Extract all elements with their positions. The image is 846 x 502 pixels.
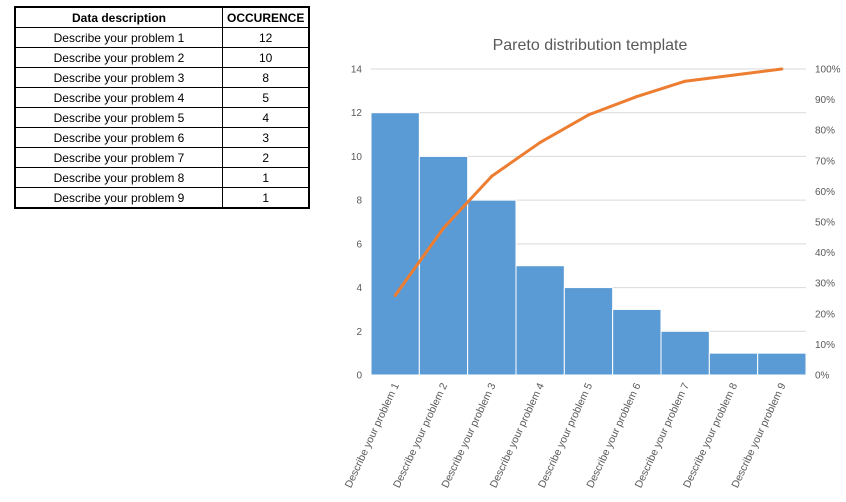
x-tick-label: Describe your problem 8 [681, 381, 740, 490]
header-occurence[interactable]: OCCURENCE [222, 6, 310, 28]
bar[interactable] [467, 199, 517, 376]
y-tick-label: 4 [356, 283, 362, 294]
y2-tick-label: 50% [815, 218, 835, 229]
line-point[interactable] [635, 95, 639, 99]
y-tick-label: 10 [351, 152, 363, 163]
x-tick-label: Describe your problem 9 [729, 381, 788, 490]
table-cell-description[interactable]: Describe your problem 6 [14, 127, 223, 148]
table-cell-description[interactable]: Describe your problem 2 [14, 47, 223, 68]
y2-tick-label: 90% [815, 95, 835, 106]
line-point[interactable] [393, 293, 397, 297]
line-point[interactable] [442, 226, 445, 230]
line-point[interactable] [683, 79, 687, 83]
header-data-description[interactable]: Data description [14, 6, 223, 28]
y-tick-label: 2 [356, 327, 362, 338]
bar[interactable] [370, 112, 420, 376]
bar[interactable] [515, 265, 565, 376]
table-cell-occurence[interactable]: 4 [222, 107, 310, 128]
table-cell-occurence[interactable]: 10 [222, 47, 310, 68]
table-cell-occurence[interactable]: 1 [222, 187, 310, 209]
x-tick-label: Describe your problem 7 [633, 381, 692, 490]
table-cell-description[interactable]: Describe your problem 8 [14, 167, 223, 188]
line-point[interactable] [780, 67, 784, 71]
table-cell-description[interactable]: Describe your problem 5 [14, 107, 223, 128]
bar[interactable] [660, 330, 710, 376]
line-point[interactable] [732, 73, 735, 77]
y-tick-label: 12 [351, 108, 363, 119]
table-cell-occurence[interactable]: 12 [222, 27, 310, 48]
y2-tick-label: 30% [815, 279, 835, 290]
bar[interactable] [708, 352, 759, 376]
bar[interactable] [612, 308, 662, 376]
table-cell-description[interactable]: Describe your problem 9 [14, 187, 223, 209]
table-header-row: Data description OCCURENCE [14, 6, 310, 28]
table-cell-occurence[interactable]: 5 [222, 87, 310, 108]
table-cell-occurence[interactable]: 1 [222, 167, 310, 188]
table-row: Describe your problem 2 10 [14, 47, 310, 68]
x-tick-label: Describe your problem 4 [488, 381, 547, 490]
y2-tick-label: 60% [815, 187, 835, 198]
y-tick-label: 6 [356, 239, 362, 250]
y2-tick-label: 100% [815, 65, 841, 76]
table-cell-description[interactable]: Describe your problem 7 [14, 147, 223, 168]
x-tick-label: Describe your problem 6 [584, 381, 643, 490]
pareto-chart[interactable]: Pareto distribution template 0 2 4 6 8 10 12 14… [314, 26, 846, 498]
y-tick-label: 8 [356, 196, 362, 207]
table-cell-occurence[interactable]: 3 [222, 127, 310, 148]
x-tick-label: Describe your problem 3 [439, 381, 498, 490]
table-cell-occurence[interactable]: 2 [222, 147, 310, 168]
y2-tick-label: 80% [815, 126, 835, 137]
line-point[interactable] [490, 174, 494, 178]
bar[interactable] [563, 287, 614, 376]
y2-tick-label: 70% [815, 156, 835, 167]
table-row: Describe your problem 1 12 [14, 27, 310, 48]
table-cell-description[interactable]: Describe your problem 1 [14, 27, 223, 48]
table-cell-description[interactable]: Describe your problem 3 [14, 67, 223, 88]
y2-tick-label: 10% [815, 340, 835, 351]
y2-tick-label: 40% [815, 248, 835, 259]
bar[interactable] [418, 155, 469, 376]
x-tick-label: Describe your problem 5 [536, 381, 595, 490]
line-point[interactable] [538, 140, 542, 144]
data-table: Data description OCCURENCE Describe your… [14, 6, 311, 209]
chart-title: Pareto distribution template [493, 37, 688, 54]
y2-tick-label: 0% [815, 371, 830, 382]
table-cell-occurence[interactable]: 8 [222, 67, 310, 88]
y-tick-label: 0 [356, 371, 362, 382]
line-point[interactable] [587, 113, 590, 117]
x-tick-label: Describe your problem 2 [391, 381, 450, 490]
x-tick-label: Describe your problem 1 [343, 381, 402, 490]
bar[interactable] [757, 352, 807, 376]
y-tick-label: 14 [351, 65, 363, 76]
y2-tick-label: 20% [815, 309, 835, 320]
table-cell-description[interactable]: Describe your problem 4 [14, 87, 223, 108]
